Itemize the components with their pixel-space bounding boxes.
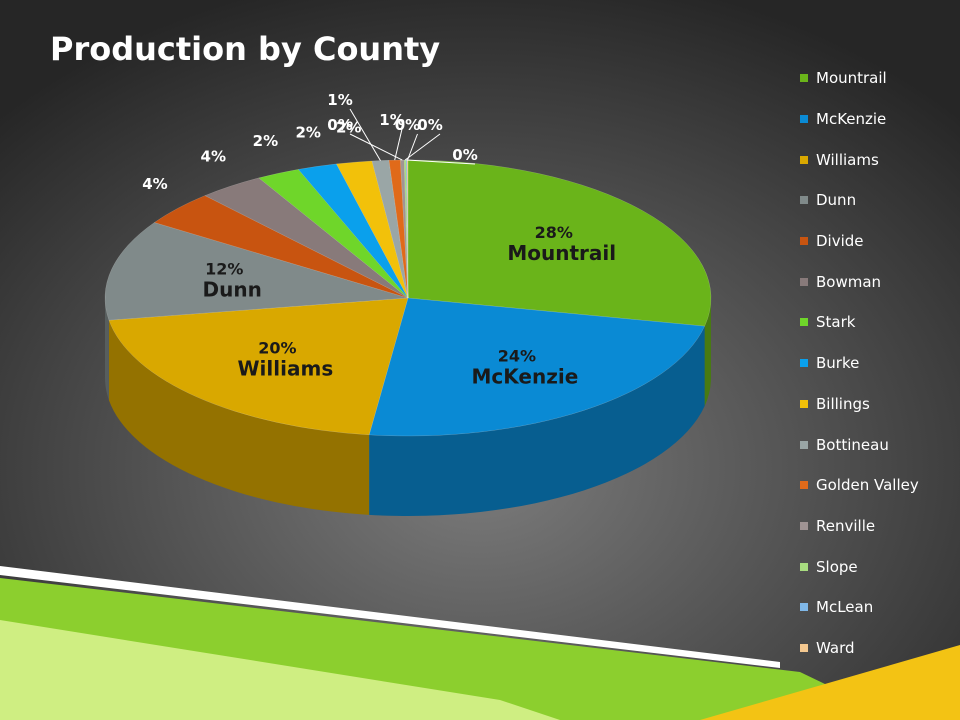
legend-swatch <box>800 74 808 83</box>
legend-item-bottineau: Bottineau <box>800 424 960 465</box>
legend-swatch <box>800 521 808 530</box>
legend-swatch <box>800 115 808 124</box>
legend-item-ward: Ward <box>800 628 960 669</box>
legend-label: Burke <box>816 354 860 373</box>
legend-item-stark: Stark <box>800 302 960 343</box>
legend-label: Slope <box>816 557 858 576</box>
legend-label: McKenzie <box>816 110 887 129</box>
data-label-category: Mountrail <box>507 241 616 265</box>
data-label-percent: 24% <box>498 347 536 366</box>
data-label-percent: 4% <box>142 175 167 193</box>
leader-line <box>349 108 381 161</box>
pie-side-mountrail <box>704 298 711 407</box>
legend-label: McLean <box>816 598 874 617</box>
legend-item-burke: Burke <box>800 343 960 384</box>
pie-slice-divide <box>153 195 409 299</box>
pie-slice-mountrail <box>407 159 712 327</box>
pie-slice-dunn <box>104 222 409 321</box>
legend-swatch <box>800 237 808 246</box>
white-stripe <box>0 566 780 668</box>
pie-slice-billings <box>336 160 409 299</box>
leader-line <box>349 133 403 161</box>
legend: Mountrail McKenzie Williams Dunn Divide Bowma… <box>800 58 960 668</box>
legend-item-renville: Renville <box>800 506 960 547</box>
legend-label: Ward <box>816 638 855 657</box>
legend-swatch <box>800 643 808 652</box>
legend-item-williams: Williams <box>800 139 960 180</box>
legend-item-mckenzie: McKenzie <box>800 99 960 140</box>
legend-item-bowman: Bowman <box>800 261 960 302</box>
pie-slice-mckenzie <box>368 297 705 437</box>
legend-item-mountrail: Mountrail <box>800 58 960 99</box>
data-label-percent: 1% <box>379 111 404 129</box>
data-label-category: Williams <box>238 356 334 380</box>
legend-swatch <box>800 277 808 286</box>
legend-swatch <box>800 318 808 327</box>
data-label-percent: 2% <box>295 124 320 142</box>
data-label-percent: 20% <box>258 338 296 357</box>
data-label-percent: 1% <box>327 91 352 109</box>
leader-line <box>404 133 441 161</box>
pie-side-walls <box>105 298 711 516</box>
pie-slice-stark <box>258 169 409 299</box>
legend-swatch <box>800 399 808 408</box>
pie-slices <box>104 159 712 437</box>
legend-item-billings: Billings <box>800 384 960 425</box>
legend-label: Divide <box>816 232 864 251</box>
legend-label: Renville <box>816 516 876 535</box>
legend-item-dunn: Dunn <box>800 180 960 221</box>
pie-slice-slope <box>403 159 409 299</box>
legend-item-divide: Divide <box>800 221 960 262</box>
legend-swatch <box>800 481 808 490</box>
leader-line <box>407 133 418 161</box>
legend-label: Bottineau <box>816 435 889 454</box>
legend-label: Dunn <box>816 191 857 210</box>
legend-item-slope: Slope <box>800 546 960 587</box>
data-label-percent: 12% <box>205 259 243 278</box>
leader-line <box>394 128 403 161</box>
chart-title: Production by County <box>50 30 441 68</box>
pie-slice-williams <box>108 297 409 436</box>
pie-labels: 28%Mountrail 24%McKenzie 20%Williams 12%Dun… <box>142 91 616 389</box>
pie-slice-burke <box>297 163 409 299</box>
data-label-percent: 2% <box>253 132 278 150</box>
legend-label: Bowman <box>816 272 882 291</box>
data-label-percent: 28% <box>535 223 573 242</box>
pie-slice-bowman <box>204 177 409 299</box>
legend-swatch <box>800 440 808 449</box>
data-label-category: Dunn <box>203 277 262 301</box>
legend-label: Williams <box>816 150 879 169</box>
pie-slice-golden-valley <box>388 159 409 299</box>
legend-item-mclean: McLean <box>800 587 960 628</box>
pie-side-dunn <box>105 298 109 401</box>
data-label-percent: 0% <box>395 116 420 134</box>
legend-label: Billings <box>816 394 870 413</box>
pie-side-mckenzie <box>369 326 705 516</box>
data-label-percent: 4% <box>201 148 226 166</box>
legend-swatch <box>800 562 808 571</box>
data-label-percent: 0% <box>327 116 352 134</box>
data-label-percent: 0% <box>452 146 477 164</box>
data-label-percent: 0% <box>417 116 442 134</box>
legend-label: Mountrail <box>816 69 887 88</box>
yellow-swoosh <box>700 645 960 720</box>
legend-swatch <box>800 196 808 205</box>
pie-chart: 28%Mountrail 24%McKenzie 20%Williams 12%Dun… <box>104 91 712 516</box>
legend-item-golden-valley: Golden Valley <box>800 465 960 506</box>
data-label-percent: 2% <box>336 119 361 137</box>
legend-swatch <box>800 603 808 612</box>
light-green-swoosh <box>0 620 560 720</box>
legend-swatch <box>800 155 808 164</box>
data-label-category: McKenzie <box>471 365 578 389</box>
legend-swatch <box>800 359 808 368</box>
leader-line <box>406 159 476 165</box>
pie-side-williams <box>108 320 370 515</box>
legend-label: Golden Valley <box>816 476 919 495</box>
legend-label: Stark <box>816 313 856 332</box>
